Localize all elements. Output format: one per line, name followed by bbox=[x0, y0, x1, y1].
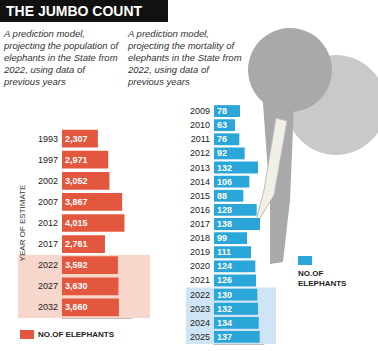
svg-text:2,971: 2,971 bbox=[65, 155, 88, 165]
svg-text:2013: 2013 bbox=[190, 163, 210, 173]
svg-text:elephants in the State from: elephants in the State from bbox=[4, 52, 120, 63]
svg-text:2011: 2011 bbox=[191, 134, 210, 144]
svg-text:78: 78 bbox=[217, 106, 227, 116]
svg-text:92: 92 bbox=[217, 148, 227, 158]
svg-text:2,761: 2,761 bbox=[65, 239, 88, 249]
svg-text:4,015: 4,015 bbox=[65, 218, 88, 228]
svg-text:106: 106 bbox=[217, 177, 232, 187]
svg-text:99: 99 bbox=[217, 233, 227, 243]
svg-text:NO.OF ELEPHANTS: NO.OF ELEPHANTS bbox=[38, 330, 115, 339]
svg-text:NO.OF: NO.OF bbox=[298, 269, 326, 278]
svg-text:128: 128 bbox=[217, 205, 232, 215]
svg-text:2024: 2024 bbox=[190, 318, 210, 328]
svg-text:2032: 2032 bbox=[38, 302, 58, 312]
svg-text:2017: 2017 bbox=[38, 239, 58, 249]
svg-text:76: 76 bbox=[217, 134, 227, 144]
svg-text:2018: 2018 bbox=[190, 233, 210, 243]
svg-text:2009: 2009 bbox=[190, 106, 210, 116]
svg-text:2022: 2022 bbox=[190, 290, 210, 300]
svg-text:2012: 2012 bbox=[190, 148, 210, 158]
svg-text:previous years: previous years bbox=[3, 76, 66, 87]
svg-text:A prediction model,: A prediction model, bbox=[127, 28, 212, 39]
svg-text:2019: 2019 bbox=[190, 247, 210, 257]
svg-text:63: 63 bbox=[217, 120, 227, 130]
svg-text:ELEPHANTS: ELEPHANTS bbox=[298, 279, 347, 288]
svg-text:126: 126 bbox=[217, 275, 232, 285]
svg-text:projecting the population of: projecting the population of bbox=[3, 40, 121, 51]
svg-text:2022, using data of: 2022, using data of bbox=[127, 64, 211, 75]
svg-text:2025: 2025 bbox=[190, 332, 210, 342]
svg-text:2022, using data of: 2022, using data of bbox=[3, 64, 87, 75]
svg-text:YEAR OF ESTIMATE: YEAR OF ESTIMATE bbox=[18, 185, 27, 262]
svg-text:3,052: 3,052 bbox=[65, 176, 88, 186]
svg-text:137: 137 bbox=[217, 332, 232, 342]
svg-text:previous years: previous years bbox=[127, 76, 190, 87]
svg-text:2015: 2015 bbox=[190, 191, 210, 201]
svg-text:2016: 2016 bbox=[190, 205, 210, 215]
svg-text:2014: 2014 bbox=[190, 177, 210, 187]
svg-text:111: 111 bbox=[217, 247, 231, 257]
svg-text:88: 88 bbox=[217, 191, 227, 201]
svg-text:132: 132 bbox=[217, 163, 232, 173]
svg-text:134: 134 bbox=[217, 318, 232, 328]
svg-text:2007: 2007 bbox=[38, 197, 58, 207]
svg-text:3,660: 3,660 bbox=[65, 302, 88, 312]
svg-text:130: 130 bbox=[217, 290, 232, 300]
svg-text:elephants in the State from: elephants in the State from bbox=[128, 52, 244, 63]
svg-text:3,592: 3,592 bbox=[65, 260, 88, 270]
svg-text:2017: 2017 bbox=[190, 219, 210, 229]
svg-text:2022: 2022 bbox=[38, 260, 58, 270]
svg-text:132: 132 bbox=[217, 304, 232, 314]
svg-text:projecting the mortality of: projecting the mortality of bbox=[127, 40, 237, 51]
svg-text:3,630: 3,630 bbox=[65, 281, 88, 291]
svg-text:2012: 2012 bbox=[38, 218, 58, 228]
svg-text:124: 124 bbox=[217, 261, 232, 271]
svg-text:THE JUMBO COUNT: THE JUMBO COUNT bbox=[6, 3, 143, 19]
svg-text:1993: 1993 bbox=[38, 134, 58, 144]
svg-text:2010: 2010 bbox=[190, 120, 210, 130]
svg-text:A prediction model,: A prediction model, bbox=[3, 28, 88, 39]
svg-text:1997: 1997 bbox=[38, 155, 58, 165]
svg-text:2027: 2027 bbox=[38, 281, 58, 291]
svg-text:3,867: 3,867 bbox=[65, 197, 88, 207]
svg-text:2021: 2021 bbox=[190, 275, 210, 285]
svg-text:2002: 2002 bbox=[38, 176, 58, 186]
svg-text:2020: 2020 bbox=[190, 261, 210, 271]
svg-text:2023: 2023 bbox=[190, 304, 210, 314]
svg-text:138: 138 bbox=[217, 219, 232, 229]
svg-text:2,307: 2,307 bbox=[65, 134, 88, 144]
